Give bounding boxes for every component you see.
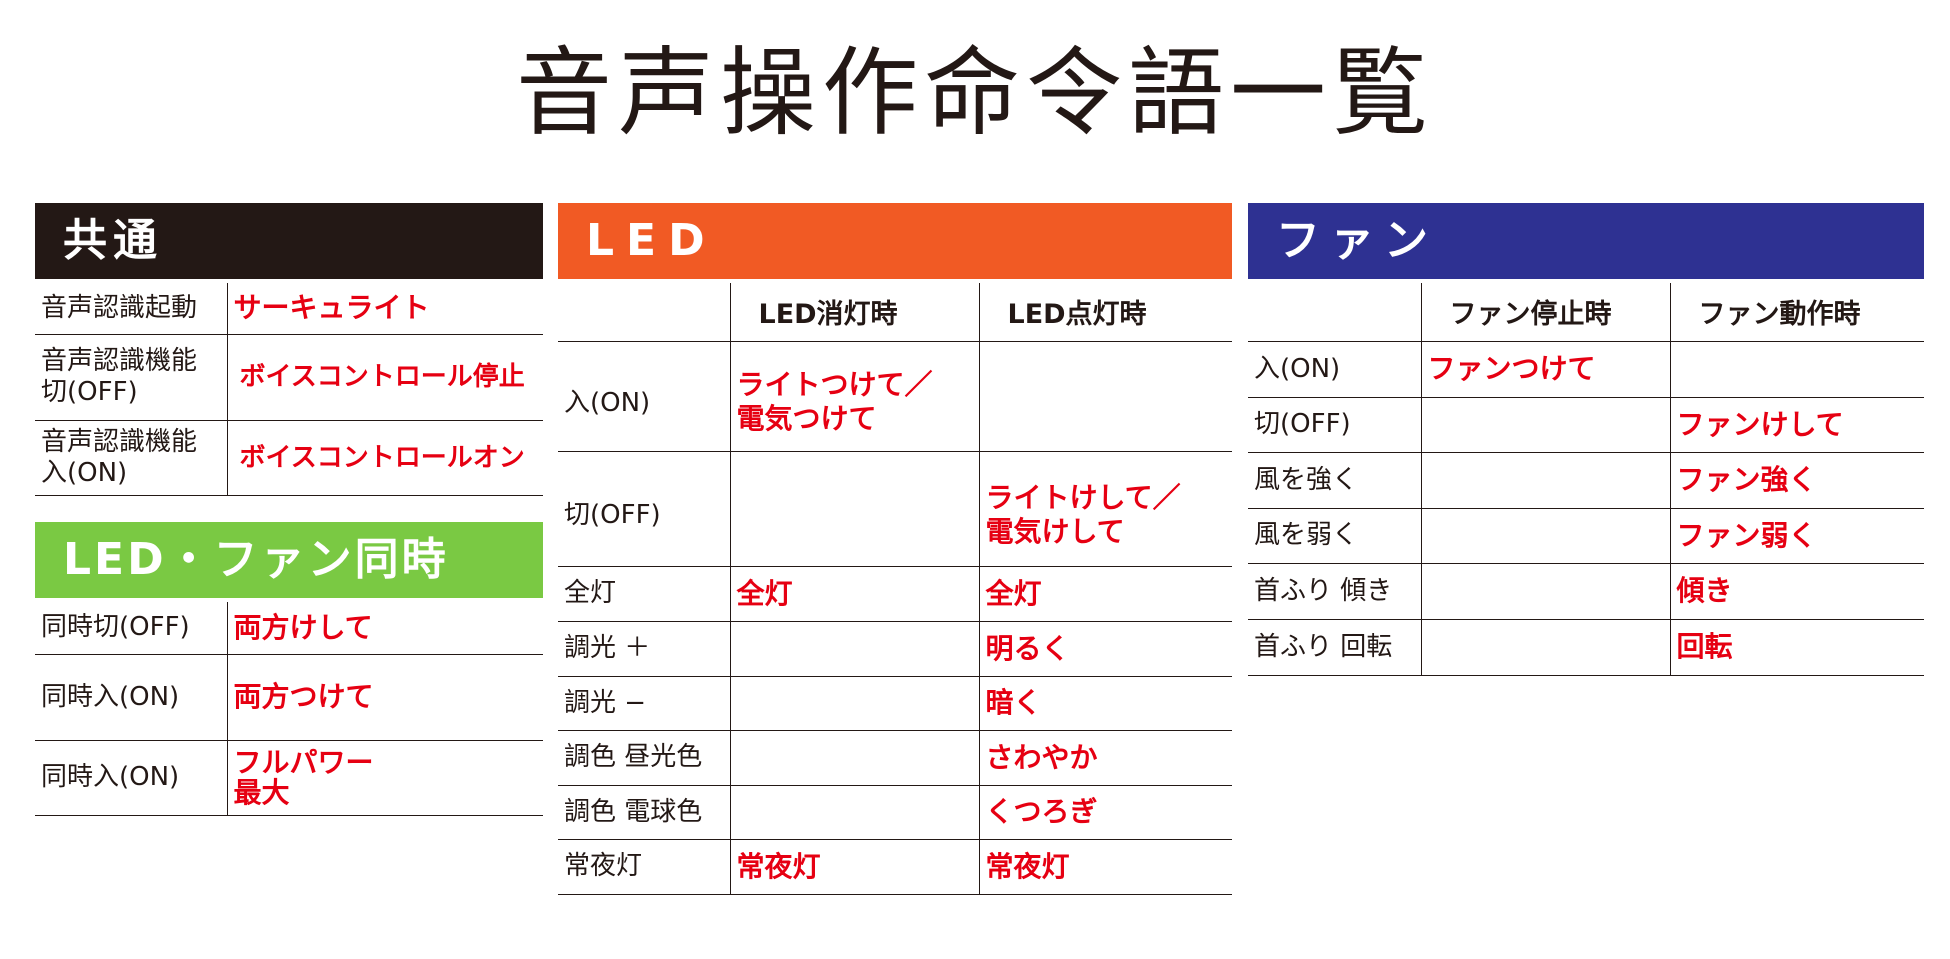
row-label: 調光 − <box>558 676 730 731</box>
command-fan-stopped: ファンつけて <box>1420 341 1670 398</box>
command-led-on: さわやか <box>978 730 1232 786</box>
table-row: 音声認識機能 入(ON) ボイスコントロールオン <box>35 420 543 496</box>
command-fan-stopped <box>1420 563 1670 620</box>
table-row: 風を弱く ファン弱く <box>1248 508 1924 564</box>
table-row: 首ふり 回転 回転 <box>1248 619 1924 676</box>
common-header: 共通 <box>35 203 543 279</box>
command-led-off: 常夜灯 <box>729 839 979 895</box>
table-row: 同時入(ON) フルパワー 最大 <box>35 740 543 816</box>
fan-table: ファン停止時 ファン動作時 入(ON) ファンつけて 切(OFF) ファンけして… <box>1248 283 1924 676</box>
table-header-row: ファン停止時 ファン動作時 <box>1248 283 1924 342</box>
table-row: 入(ON) ライトつけて／ 電気つけて <box>558 341 1232 452</box>
column-header-label <box>558 283 730 342</box>
table-row: 常夜灯 常夜灯 常夜灯 <box>558 839 1232 895</box>
led-header: LED <box>558 203 1232 279</box>
both-header: LED・ファン同時 <box>35 522 543 598</box>
command-led-on: くつろぎ <box>978 785 1232 840</box>
command-fan-stopped <box>1420 619 1670 676</box>
column-header-led-off: LED消灯時 <box>729 283 979 342</box>
row-label: 音声認識機能 入(ON) <box>35 420 227 496</box>
led-table: LED消灯時 LED点灯時 入(ON) ライトつけて／ 電気つけて 切(OFF)… <box>558 283 1232 895</box>
command-fan-running: 回転 <box>1669 619 1924 676</box>
table-row: 入(ON) ファンつけて <box>1248 341 1924 398</box>
command-fan-running: ファン強く <box>1669 452 1924 509</box>
both-section: LED・ファン同時 同時切(OFF) 両方けして 同時入(ON) 両方つけて 同… <box>35 522 543 816</box>
column-header-fan-stopped: ファン停止時 <box>1420 283 1670 342</box>
row-label: 切(OFF) <box>1248 397 1421 453</box>
table-row: 首ふり 傾き 傾き <box>1248 563 1924 620</box>
command-text: ボイスコントロール停止 <box>226 334 543 421</box>
command-fan-running: 傾き <box>1669 563 1924 620</box>
table-row: 音声認識起動 サーキュライト <box>35 283 543 335</box>
command-led-off <box>729 785 979 840</box>
command-led-on: 全灯 <box>978 566 1232 622</box>
command-text: 両方けして <box>226 602 543 655</box>
command-fan-stopped <box>1420 452 1670 509</box>
led-section: LED LED消灯時 LED点灯時 入(ON) ライトつけて／ 電気つけて 切(… <box>558 203 1232 895</box>
command-led-on: ライトけして／ 電気けして <box>978 451 1232 567</box>
command-led-on <box>978 341 1232 452</box>
row-label: 全灯 <box>558 566 730 622</box>
table-row: 調色 電球色 くつろぎ <box>558 785 1232 840</box>
row-label: 調色 昼光色 <box>558 730 730 786</box>
table-row: 風を強く ファン強く <box>1248 452 1924 509</box>
row-label: 音声認識起動 <box>35 283 227 335</box>
command-led-off <box>729 730 979 786</box>
row-label: 入(ON) <box>1248 341 1421 398</box>
command-led-off <box>729 621 979 677</box>
row-label: 首ふり 回転 <box>1248 619 1421 676</box>
table-row: 音声認識機能 切(OFF) ボイスコントロール停止 <box>35 334 543 421</box>
command-text: 両方つけて <box>226 654 543 741</box>
command-fan-running <box>1669 341 1924 398</box>
row-label: 調光 ＋ <box>558 621 730 677</box>
table-row: 同時切(OFF) 両方けして <box>35 602 543 655</box>
command-led-on: 明るく <box>978 621 1232 677</box>
row-label: 首ふり 傾き <box>1248 563 1421 620</box>
row-label: 調色 電球色 <box>558 785 730 840</box>
command-led-on: 常夜灯 <box>978 839 1232 895</box>
table-row: 切(OFF) ライトけして／ 電気けして <box>558 451 1232 567</box>
command-led-off <box>729 676 979 731</box>
command-fan-running: ファン弱く <box>1669 508 1924 564</box>
column-header-label <box>1248 283 1421 342</box>
command-fan-stopped <box>1420 397 1670 453</box>
row-label: 切(OFF) <box>558 451 730 567</box>
common-table: 音声認識起動 サーキュライト 音声認識機能 切(OFF) ボイスコントロール停止… <box>35 283 543 496</box>
command-fan-stopped <box>1420 508 1670 564</box>
fan-section: ファン ファン停止時 ファン動作時 入(ON) ファンつけて 切(OFF) ファ… <box>1248 203 1924 676</box>
row-label: 入(ON) <box>558 341 730 452</box>
table-row: 調光 ＋ 明るく <box>558 621 1232 677</box>
command-led-off <box>729 451 979 567</box>
command-text: サーキュライト <box>226 283 543 335</box>
fan-header: ファン <box>1248 203 1924 279</box>
table-row: 調光 − 暗く <box>558 676 1232 731</box>
row-label: 音声認識機能 切(OFF) <box>35 334 227 421</box>
page-title: 音声操作命令語一覧 <box>516 37 1434 149</box>
column-header-led-on: LED点灯時 <box>978 283 1232 342</box>
column-header-fan-running: ファン動作時 <box>1669 283 1924 342</box>
command-led-off: 全灯 <box>729 566 979 622</box>
table-row: 調色 昼光色 さわやか <box>558 730 1232 786</box>
row-label: 常夜灯 <box>558 839 730 895</box>
command-text: ボイスコントロールオン <box>226 420 543 496</box>
both-table: 同時切(OFF) 両方けして 同時入(ON) 両方つけて 同時入(ON) フルパ… <box>35 602 543 816</box>
command-led-off: ライトつけて／ 電気つけて <box>729 341 979 452</box>
command-fan-running: ファンけして <box>1669 397 1924 453</box>
table-row: 全灯 全灯 全灯 <box>558 566 1232 622</box>
row-label: 同時入(ON) <box>35 740 227 816</box>
table-row: 切(OFF) ファンけして <box>1248 397 1924 453</box>
row-label: 同時切(OFF) <box>35 602 227 655</box>
row-label: 風を強く <box>1248 452 1421 509</box>
row-label: 風を弱く <box>1248 508 1421 564</box>
table-header-row: LED消灯時 LED点灯時 <box>558 283 1232 342</box>
common-section: 共通 音声認識起動 サーキュライト 音声認識機能 切(OFF) ボイスコントロー… <box>35 203 543 496</box>
command-led-on: 暗く <box>978 676 1232 731</box>
row-label: 同時入(ON) <box>35 654 227 741</box>
table-row: 同時入(ON) 両方つけて <box>35 654 543 741</box>
command-text: フルパワー 最大 <box>226 740 543 816</box>
